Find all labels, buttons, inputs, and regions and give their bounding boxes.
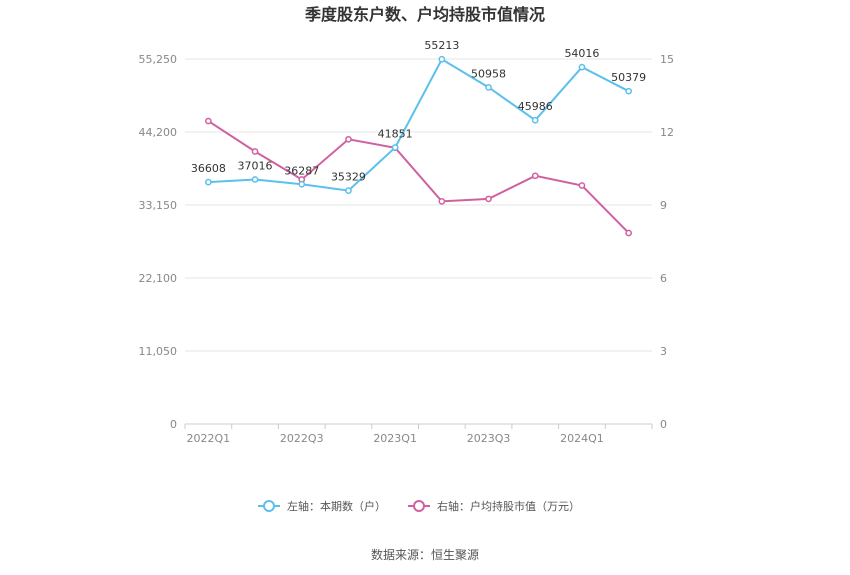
- series-line: [208, 57, 630, 192]
- data-point: [251, 176, 259, 183]
- data-label: 37016: [238, 159, 273, 172]
- legend-label: 右轴：户均持股市值（万元）: [437, 499, 580, 513]
- data-label: 45986: [518, 100, 553, 113]
- series-line: [207, 120, 630, 234]
- left-tick-label: 55,250: [139, 53, 178, 66]
- x-tick-label: 2023Q3: [467, 432, 511, 445]
- data-point: [578, 182, 586, 189]
- data-point: [485, 195, 492, 203]
- right-tick-label: 12: [660, 126, 674, 139]
- data-point: [298, 180, 306, 188]
- data-point: [531, 116, 539, 124]
- right-tick-label: 6: [660, 272, 667, 285]
- right-axis-ticks: 0 3 6 9 12 15: [660, 53, 674, 431]
- left-tick-label: 22,100: [139, 272, 178, 285]
- data-label: 41851: [378, 128, 413, 141]
- legend-marker: [413, 500, 425, 512]
- legend-label: 左轴：本期数（户）: [287, 499, 386, 513]
- legend-item-right[interactable]: 右轴：户均持股市值（万元）: [408, 499, 580, 513]
- data-label: 50379: [611, 71, 646, 84]
- data-point: [625, 87, 633, 95]
- x-axis-ticks: 2022Q1 2022Q3 2023Q1 2023Q3 2024Q1: [184, 424, 653, 445]
- data-point: [205, 178, 212, 186]
- right-tick-label: 0: [660, 418, 667, 431]
- data-point: [578, 63, 586, 71]
- legend-marker: [263, 500, 275, 512]
- data-point: [391, 144, 399, 151]
- chart-title: 季度股东户数、户均持股市值情况: [304, 5, 545, 24]
- data-label: 36608: [191, 162, 226, 175]
- grid-lines: [185, 58, 652, 425]
- data-label: 54016: [564, 47, 599, 60]
- data-label: 36287: [284, 164, 319, 177]
- data-label: 50958: [471, 67, 506, 80]
- right-tick-label: 15: [660, 53, 674, 66]
- data-point: [625, 229, 633, 237]
- series-right: [205, 117, 633, 237]
- data-point: [251, 148, 259, 155]
- legend-item-left[interactable]: 左轴：本期数（户）: [258, 499, 386, 513]
- left-axis-ticks: 0 11,050 22,100 33,150 44,200 55,250: [139, 53, 178, 431]
- data-point: [438, 198, 446, 205]
- right-tick-label: 9: [660, 199, 667, 212]
- data-point: [345, 135, 352, 143]
- right-tick-label: 3: [660, 345, 667, 358]
- series-left: 36608 37016 36287 35329 41851 55213 50958 45986…: [191, 39, 646, 194]
- left-tick-label: 0: [170, 418, 177, 431]
- data-label: 35329: [331, 171, 366, 184]
- left-tick-label: 11,050: [139, 345, 178, 358]
- x-tick-label: 2024Q1: [560, 432, 604, 445]
- x-tick-label: 2023Q1: [373, 432, 417, 445]
- data-point: [485, 84, 492, 91]
- data-point: [345, 187, 352, 194]
- source-note: 数据来源：恒生聚源: [371, 547, 479, 562]
- left-tick-label: 33,150: [139, 199, 178, 212]
- x-tick-label: 2022Q3: [280, 432, 324, 445]
- data-point: [205, 117, 212, 125]
- data-point: [531, 172, 539, 180]
- x-tick-label: 2022Q1: [187, 432, 231, 445]
- data-point: [438, 55, 446, 63]
- data-label: 55213: [424, 39, 459, 52]
- series-layer: 36608 37016 36287 35329 41851 55213 50958 45986…: [191, 39, 646, 237]
- legend[interactable]: 左轴：本期数（户） 右轴：户均持股市值（万元）: [258, 499, 580, 513]
- left-tick-label: 44,200: [139, 126, 178, 139]
